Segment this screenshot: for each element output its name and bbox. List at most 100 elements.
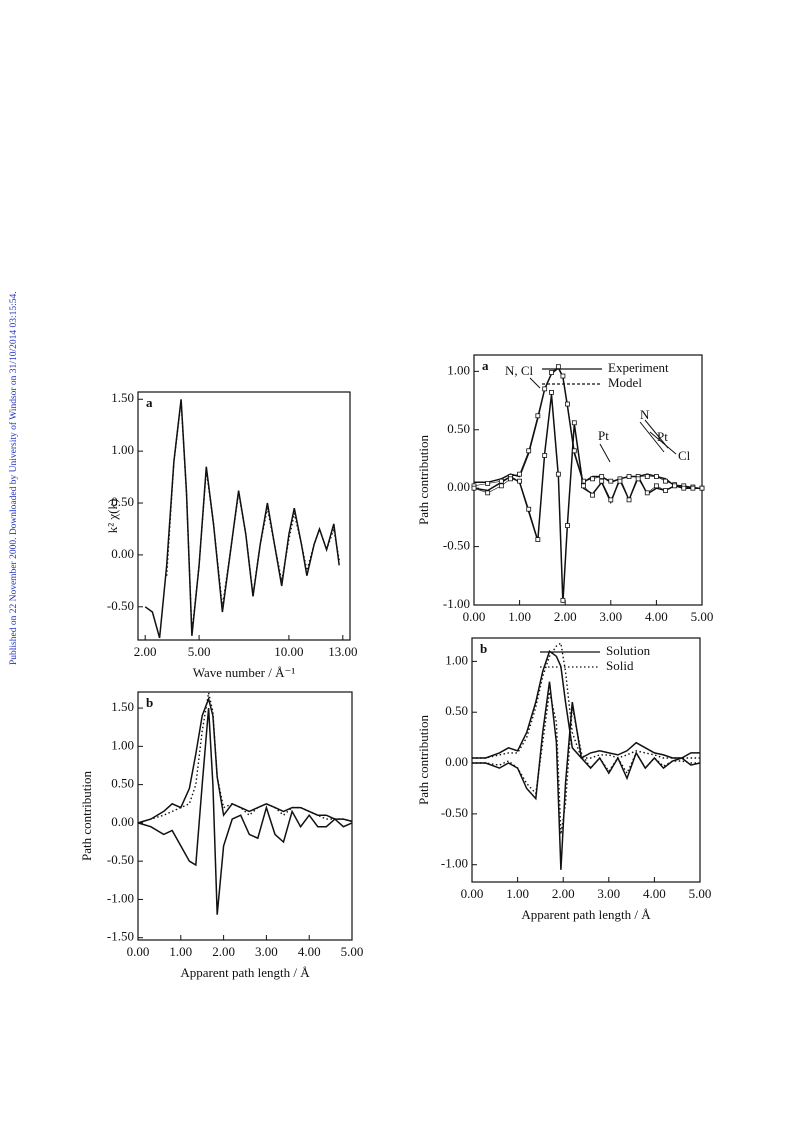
y-tick-label: 1.00 — [111, 442, 134, 457]
panel-label: a — [146, 395, 153, 410]
annotation: N — [640, 407, 650, 422]
data-point — [599, 474, 605, 479]
x-tick-label: 5.00 — [188, 644, 211, 659]
data-point — [590, 492, 595, 498]
y-tick-label: 0.00 — [445, 754, 468, 769]
y-axis-label: Path contribution — [416, 435, 431, 525]
series-line — [472, 649, 700, 759]
x-tick-label: 4.00 — [298, 944, 321, 959]
series-line — [166, 401, 340, 633]
chart: -1.50 -1.00 -0.50 0.00 0.50 1.00 1.50 0.00 1.00 2… — [79, 691, 364, 980]
legend-label: Solid — [606, 658, 634, 673]
x-tick-label: 0.00 — [127, 944, 150, 959]
y-tick-label: 1.00 — [445, 652, 468, 667]
plot-frame — [473, 354, 703, 606]
legend-label: Experiment — [608, 360, 669, 375]
panel-label: b — [146, 695, 153, 710]
series-line — [137, 696, 353, 824]
data-point — [555, 364, 561, 370]
data-point — [699, 485, 705, 491]
annotation-leader — [529, 377, 541, 389]
data-point — [535, 537, 541, 542]
data-point — [565, 523, 570, 528]
data-point — [549, 389, 554, 395]
data-point — [608, 497, 614, 503]
y-tick-label: 0.50 — [445, 703, 468, 718]
data-point — [590, 476, 595, 482]
data-point — [608, 478, 614, 484]
x-tick-label: 5.00 — [691, 609, 714, 624]
annotation: Pt — [598, 428, 609, 443]
data-point — [542, 453, 548, 458]
data-point — [471, 485, 477, 491]
x-tick-label: 4.00 — [645, 609, 668, 624]
data-point — [517, 471, 522, 477]
data-point — [560, 373, 566, 379]
series-line — [473, 366, 703, 489]
x-tick-label: 2.00 — [552, 886, 575, 901]
data-point — [535, 413, 541, 419]
series-line — [473, 392, 702, 601]
x-tick-label: 4.00 — [643, 886, 666, 901]
data-point — [599, 478, 605, 484]
y-tick-label: -1.00 — [441, 856, 468, 871]
data-point — [571, 420, 577, 426]
data-point — [663, 478, 668, 484]
series-line — [137, 692, 353, 824]
y-tick-label: -1.50 — [107, 929, 134, 944]
data-point — [681, 485, 687, 491]
y-tick-label: 0.00 — [447, 479, 470, 494]
y-axis-label: Path contribution — [79, 771, 94, 861]
annotation-leader — [649, 431, 677, 455]
x-tick-label: 2.00 — [134, 644, 157, 659]
data-point — [517, 478, 522, 484]
legend-label: Model — [608, 375, 642, 390]
x-tick-label: 1.00 — [508, 609, 531, 624]
data-point — [560, 597, 566, 603]
data-point — [508, 476, 513, 482]
y-tick-label: -0.50 — [107, 598, 134, 613]
data-point — [498, 478, 504, 484]
x-tick-label: 5.00 — [689, 886, 712, 901]
x-tick-label: 3.00 — [255, 944, 278, 959]
x-tick-label: 1.00 — [506, 886, 529, 901]
x-tick-label: 1.00 — [169, 944, 192, 959]
data-point — [626, 474, 632, 479]
plot-frame — [137, 391, 351, 641]
panel-label: a — [482, 358, 489, 373]
y-tick-label: -1.00 — [443, 596, 470, 611]
data-point — [555, 471, 561, 477]
annotation: Cl — [678, 448, 691, 463]
data-point — [626, 497, 632, 503]
annotation-leader — [639, 421, 665, 453]
plot-frame — [471, 637, 701, 883]
data-point — [644, 474, 650, 479]
data-point — [549, 370, 554, 375]
y-tick-label: 0.00 — [111, 814, 134, 829]
y-tick-label: -0.50 — [107, 852, 134, 867]
data-point — [542, 386, 548, 392]
x-tick-label: 5.00 — [341, 944, 364, 959]
series-line — [472, 691, 700, 835]
plot-frame — [137, 691, 353, 941]
x-axis-label: Apparent path length / Å — [521, 907, 651, 922]
chart: -1.00 -0.50 0.00 0.50 1.00 0.00 1.00 2.00 3.00 4.… — [416, 637, 712, 922]
data-point — [617, 478, 623, 484]
y-tick-label: 0.00 — [111, 546, 134, 561]
y-axis-label: k² χ(k) — [105, 499, 120, 534]
y-tick-label: 0.50 — [447, 421, 470, 436]
data-point — [526, 448, 532, 454]
x-axis-label: Apparent path length / Å — [180, 965, 310, 980]
legend-label: Solution — [606, 643, 651, 658]
data-point — [635, 476, 641, 482]
watermark: Published on 22 November 2000. Downloade… — [8, 291, 19, 665]
data-point — [663, 488, 668, 493]
series-line — [473, 394, 702, 603]
y-tick-label: 1.00 — [447, 362, 470, 377]
data-point — [654, 474, 659, 479]
annotation: N, Cl — [505, 363, 534, 378]
x-tick-label: 0.00 — [461, 886, 484, 901]
x-axis-label: Wave number / Å⁻¹ — [193, 665, 296, 680]
